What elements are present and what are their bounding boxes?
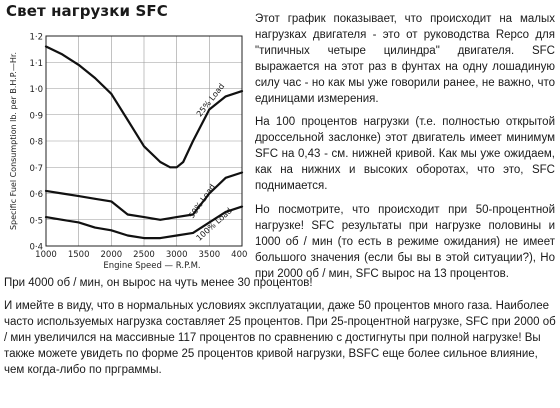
data-point (77, 63, 80, 66)
y-tick-label: 0·4 (29, 243, 43, 253)
data-point (169, 166, 172, 169)
data-point (126, 213, 129, 216)
x-tick-label: 3500 (199, 250, 221, 260)
y-tick-label: 1·0 (29, 85, 43, 95)
data-point (143, 216, 145, 219)
x-tick-label: 4000 (231, 250, 248, 260)
data-point (110, 200, 113, 203)
data-point (94, 226, 96, 229)
sfc-chart: 1·2 1·1 1·0 0·9 0·8 0·7 0·6 0·5 0·4 1000 1500 2000 2… (4, 30, 248, 271)
bottom-paragraph-1: При 4000 об / мин, он вырос на чуть мене… (4, 277, 313, 289)
data-point (175, 166, 178, 169)
data-point (45, 189, 47, 192)
data-point (159, 161, 162, 163)
data-point (192, 140, 194, 142)
data-point (241, 171, 243, 174)
data-point (208, 108, 211, 111)
x-tick-label: 1000 (35, 250, 57, 260)
data-point (175, 234, 178, 237)
data-point (143, 237, 145, 240)
data-point (110, 92, 113, 95)
data-point (241, 90, 243, 93)
y-tick-label: 1·1 (29, 59, 43, 69)
data-point (45, 216, 47, 219)
data-point (159, 237, 162, 240)
y-tick-label: 0·9 (29, 111, 43, 121)
series-label: 100% Load (195, 206, 234, 243)
data-point (94, 77, 96, 79)
side-text-column: Этот график показывает, что происходит н… (255, 12, 555, 291)
x-tick-label: 2500 (133, 250, 155, 260)
data-point (45, 45, 47, 48)
data-point (208, 221, 211, 224)
data-point (110, 229, 113, 232)
x-axis-label: Engine Speed — R.P.M. (103, 261, 200, 270)
data-point (61, 218, 64, 221)
plot-frame (45, 35, 243, 247)
data-point (61, 53, 64, 56)
side-paragraph-1: Этот график показывает, что происходит н… (255, 13, 555, 105)
y-axis-label: Specific Fuel Consumption lb. per B.H.P.… (9, 52, 18, 230)
x-tick-label: 3000 (166, 250, 188, 260)
data-point (208, 192, 211, 195)
x-tick-label: 1500 (68, 250, 90, 260)
data-point (77, 221, 80, 224)
y-tick-label: 1·2 (29, 33, 43, 43)
data-point (224, 210, 227, 213)
data-point (241, 205, 243, 208)
y-tick-label: 0·6 (29, 190, 43, 200)
x-tick-label: 2000 (101, 250, 123, 260)
data-point (143, 145, 145, 148)
side-paragraph-2: На 100 процентов нагрузки (т.е. полность… (255, 116, 555, 193)
data-point (182, 161, 185, 163)
data-point (224, 176, 227, 179)
bottom-paragraph-2: И имейте в виду, что в нормальных услови… (4, 299, 556, 376)
data-point (224, 95, 227, 98)
side-paragraph-3: Но посмотрите, что происходит при 50-про… (255, 203, 555, 280)
data-point (61, 192, 64, 195)
bottom-text-block: При 4000 об / мин, он вырос на чуть мене… (4, 276, 556, 385)
data-point (192, 213, 194, 216)
y-tick-label: 0·7 (29, 164, 43, 174)
series-label: 50% Load (187, 182, 217, 220)
data-point (94, 197, 96, 200)
y-tick-label: 0·8 (29, 138, 43, 148)
y-tick-label: 0·5 (29, 216, 43, 226)
data-point (159, 218, 162, 221)
data-point (126, 234, 129, 237)
data-point (192, 231, 194, 234)
data-point (126, 119, 129, 121)
data-point (175, 216, 178, 219)
data-point (77, 195, 80, 198)
page-title: Свет нагрузки SFC (6, 2, 168, 20)
